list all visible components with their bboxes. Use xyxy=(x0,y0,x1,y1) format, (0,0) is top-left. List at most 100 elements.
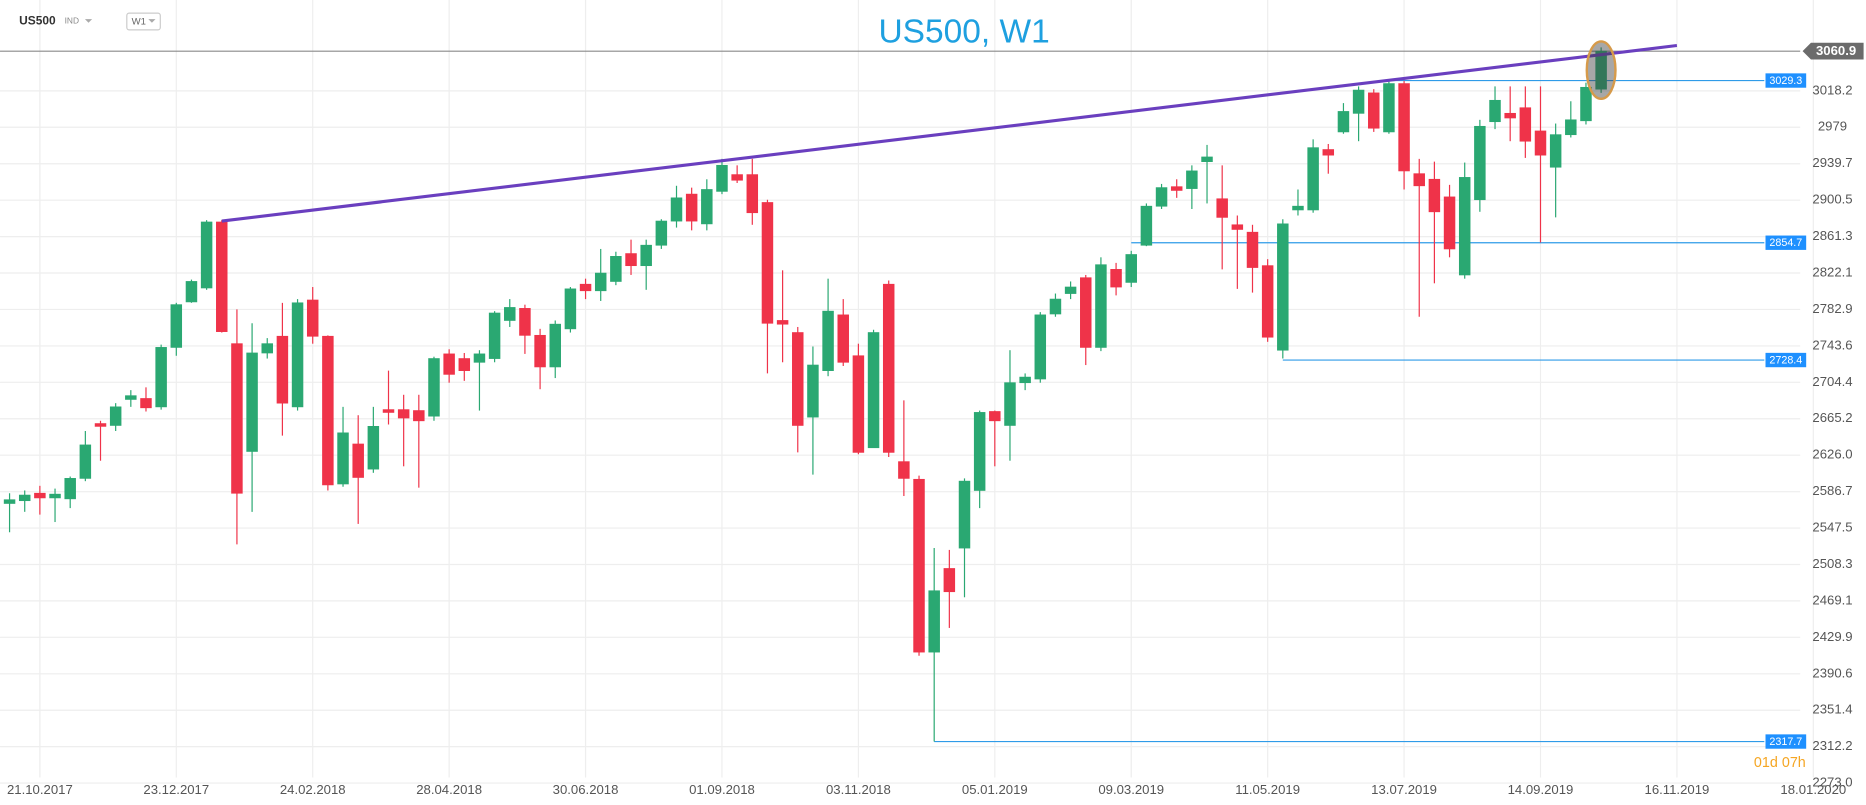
candle-body xyxy=(1383,83,1395,133)
candle-body xyxy=(958,480,971,549)
timeframe-box[interactable] xyxy=(126,12,161,31)
candle-body xyxy=(3,499,16,504)
candle-body xyxy=(1337,111,1350,133)
x-tick-label: 18.01.2020 xyxy=(1780,782,1846,797)
y-tick-label: 2469.1 xyxy=(1812,592,1852,607)
level-label: 2317.7 xyxy=(1769,736,1802,748)
candle-body xyxy=(1019,376,1031,384)
candle-body xyxy=(579,283,592,292)
candle-body xyxy=(94,423,107,427)
candle-body xyxy=(640,244,652,267)
candle-body xyxy=(64,478,76,500)
candle-body xyxy=(670,197,683,222)
candle-body xyxy=(549,323,561,368)
candle-body xyxy=(1580,86,1592,122)
candle-body xyxy=(1231,224,1244,230)
symbol[interactable]: US500 xyxy=(19,14,56,28)
candle-body xyxy=(655,220,668,246)
candle-body xyxy=(109,406,122,426)
candle-body xyxy=(428,358,440,417)
candle-body xyxy=(1489,99,1501,123)
candle-body xyxy=(807,364,819,418)
level-label: 2728.4 xyxy=(1769,354,1802,366)
candle-body xyxy=(610,256,622,282)
x-tick-label: 03.11.2018 xyxy=(826,782,891,797)
candle-body xyxy=(1458,177,1471,276)
candle-body xyxy=(443,353,455,375)
candle-body xyxy=(1322,149,1335,156)
x-tick-label: 14.09.2019 xyxy=(1508,782,1574,797)
candle-body xyxy=(519,308,531,336)
level-label-box xyxy=(1765,352,1807,368)
y-tick-label: 2979 xyxy=(1818,119,1847,134)
candle-body xyxy=(1474,125,1486,201)
candle-body xyxy=(731,174,743,181)
y-tick-label: 2665.2 xyxy=(1812,410,1852,425)
candle-body xyxy=(685,193,698,222)
candle-body xyxy=(246,352,258,452)
highlight-oval xyxy=(1585,40,1617,101)
candle-body xyxy=(716,164,728,192)
dropdown-arrow[interactable] xyxy=(84,19,93,23)
candle-body xyxy=(1307,147,1319,211)
candle-body xyxy=(1080,277,1092,348)
timeframe[interactable]: W1 xyxy=(132,17,146,28)
candle-body xyxy=(200,221,213,289)
candle-body xyxy=(34,492,46,499)
candle-body xyxy=(1504,112,1516,119)
candle-body xyxy=(79,444,92,479)
candle-body xyxy=(852,355,865,453)
candle-body xyxy=(1186,170,1198,189)
candle-body xyxy=(1443,196,1456,250)
candle-body xyxy=(534,334,546,368)
last-price-label: 3060.9 xyxy=(1816,43,1856,58)
candle-body xyxy=(867,332,880,449)
candle-body xyxy=(261,343,273,354)
y-tick-label: 2743.6 xyxy=(1812,337,1852,352)
candle-body xyxy=(504,307,516,321)
candle-body xyxy=(973,412,986,491)
y-tick-label: 2508.3 xyxy=(1812,556,1852,571)
candle-body xyxy=(1261,265,1274,338)
candle-body xyxy=(761,202,774,324)
y-tick-label: 2429.9 xyxy=(1812,629,1852,644)
candle-body xyxy=(291,302,304,408)
symbol-type[interactable]: IND xyxy=(65,16,79,26)
candle-body xyxy=(1549,134,1562,168)
candle-body xyxy=(1125,254,1137,283)
y-tick-label: 2939.7 xyxy=(1812,155,1852,170)
candle-body xyxy=(1155,187,1168,207)
candle-body xyxy=(746,174,759,214)
last-price-box xyxy=(1802,42,1864,60)
candle-body xyxy=(1064,286,1077,294)
candle-body xyxy=(140,398,152,409)
candle-body xyxy=(1292,205,1304,211)
candle-body xyxy=(352,443,364,478)
candle-body xyxy=(1170,186,1183,191)
candle-body xyxy=(701,189,713,225)
candle-body xyxy=(776,320,789,325)
y-tick-label: 2704.4 xyxy=(1812,374,1852,389)
level-label-box xyxy=(1765,73,1807,88)
y-tick-label: 2782.9 xyxy=(1812,301,1852,316)
candle-body xyxy=(382,409,395,413)
dropdown-arrow[interactable] xyxy=(148,19,156,23)
candle-body xyxy=(837,314,849,363)
level-label: 2854.7 xyxy=(1769,237,1802,249)
candle-body xyxy=(231,343,243,494)
candle-body xyxy=(594,272,607,292)
x-tick-label: 16.11.2019 xyxy=(1645,782,1710,797)
x-tick-label: 01.09.2018 xyxy=(689,782,755,797)
x-tick-label: 30.06.2018 xyxy=(553,782,619,797)
y-tick-label: 2822.1 xyxy=(1812,264,1852,279)
y-tick-label: 2390.6 xyxy=(1812,665,1852,680)
y-tick-label: 2861.3 xyxy=(1812,228,1852,243)
candle-body xyxy=(473,353,486,363)
candle-body xyxy=(49,493,61,499)
y-tick-label: 2547.5 xyxy=(1812,520,1852,535)
x-tick-label: 13.07.2019 xyxy=(1371,782,1437,797)
candle-body xyxy=(185,281,198,303)
candle-body xyxy=(306,299,319,337)
candle-body xyxy=(882,283,895,453)
